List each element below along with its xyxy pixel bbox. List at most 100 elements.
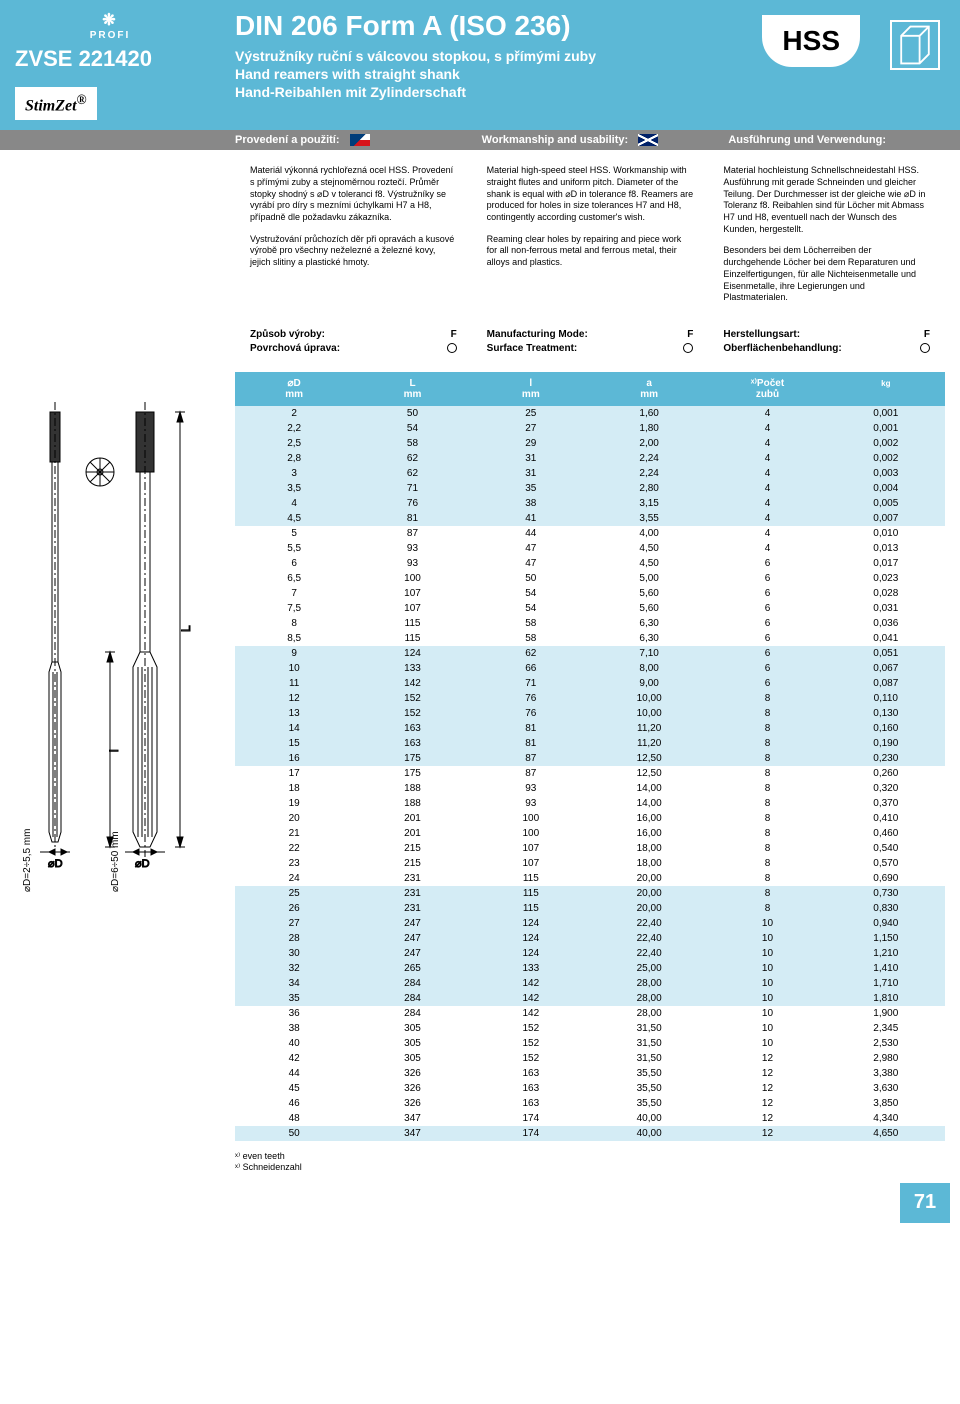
table-cell: 28,00 <box>590 991 708 1006</box>
table-cell: 124 <box>353 646 471 661</box>
table-cell: 142 <box>472 991 590 1006</box>
table-body: 250251,6040,0012,254271,8040,0012,558292… <box>235 406 945 1141</box>
table-cell: 0,460 <box>827 826 945 841</box>
table-cell: 305 <box>353 1051 471 1066</box>
page-header: PROFI ZVSE 221420 StimZet® DIN 206 Form … <box>0 0 960 130</box>
table-cell: 16,00 <box>590 811 708 826</box>
table-row: 3024712422,40101,210 <box>235 946 945 961</box>
table-cell: 5,00 <box>590 571 708 586</box>
table-cell: 6 <box>708 676 826 691</box>
table-cell: 10 <box>708 991 826 1006</box>
column-header: lmm <box>472 372 590 406</box>
table-cell: 58 <box>472 616 590 631</box>
table-cell: 0,041 <box>827 631 945 646</box>
mode-de: Herstellungsart:F Oberflächenbehandlung: <box>708 329 945 357</box>
table-cell: 25,00 <box>590 961 708 976</box>
table-cell: 6 <box>708 631 826 646</box>
table-cell: 265 <box>353 961 471 976</box>
description-de: Material hochleistung Schnellschneidesta… <box>708 165 945 314</box>
table-cell: 10 <box>708 1006 826 1021</box>
table-cell: 152 <box>353 706 471 721</box>
table-cell: 12,50 <box>590 751 708 766</box>
table-row: 4532616335,50123,630 <box>235 1081 945 1096</box>
table-cell: 1,410 <box>827 961 945 976</box>
table-row: 8,5115586,3060,041 <box>235 631 945 646</box>
table-cell: 284 <box>353 991 471 1006</box>
subtitle-en: Hand reamers with straight shank <box>235 65 945 83</box>
table-cell: 6,5 <box>235 571 353 586</box>
table-cell: 81 <box>472 721 590 736</box>
svg-text:⌀D: ⌀D <box>135 858 150 870</box>
table-cell: 0,160 <box>827 721 945 736</box>
table-cell: 0,036 <box>827 616 945 631</box>
table-cell: 6 <box>708 571 826 586</box>
profi-label: PROFI <box>15 10 205 41</box>
table-cell: 25 <box>235 886 353 901</box>
table-cell: 115 <box>472 901 590 916</box>
table-row: 2020110016,0080,410 <box>235 811 945 826</box>
table-cell: 45 <box>235 1081 353 1096</box>
tool-cross-section-icon <box>890 20 940 70</box>
table-cell: 4 <box>708 421 826 436</box>
table-cell: 188 <box>353 781 471 796</box>
table-cell: 8 <box>708 871 826 886</box>
table-cell: 6 <box>708 556 826 571</box>
table-cell: 81 <box>353 511 471 526</box>
table-cell: 35 <box>235 991 353 1006</box>
table-cell: 2,980 <box>827 1051 945 1066</box>
table-cell: 2,24 <box>590 451 708 466</box>
table-cell: 0,110 <box>827 691 945 706</box>
table-cell: 326 <box>353 1081 471 1096</box>
table-cell: 3,850 <box>827 1096 945 1111</box>
table-cell: 284 <box>353 976 471 991</box>
table-row: 2120110016,0080,460 <box>235 826 945 841</box>
table-cell: 54 <box>353 421 471 436</box>
table-cell: 347 <box>353 1111 471 1126</box>
table-row: 171758712,5080,260 <box>235 766 945 781</box>
table-cell: 22,40 <box>590 916 708 931</box>
column-header: ˣ⁾Početzubů <box>708 372 826 406</box>
description-section: Materiál výkonná rychlořezná ocel HSS. P… <box>0 150 960 329</box>
table-cell: 7,5 <box>235 601 353 616</box>
table-cell: 8 <box>708 691 826 706</box>
table-row: 4432616335,50123,380 <box>235 1066 945 1081</box>
table-row: 6,5100505,0060,023 <box>235 571 945 586</box>
table-cell: 42 <box>235 1051 353 1066</box>
table-cell: 71 <box>353 481 471 496</box>
table-cell: 188 <box>353 796 471 811</box>
table-row: 181889314,0080,320 <box>235 781 945 796</box>
table-cell: 22,40 <box>590 931 708 946</box>
table-cell: 27 <box>472 421 590 436</box>
diagram-range-1: ⌀D=2÷5,5 mm <box>22 828 33 891</box>
table-cell: 16,00 <box>590 826 708 841</box>
table-cell: 50 <box>472 571 590 586</box>
table-cell: 3,630 <box>827 1081 945 1096</box>
table-cell: 7 <box>235 586 353 601</box>
table-cell: 4 <box>708 451 826 466</box>
table-cell: 35 <box>472 481 590 496</box>
table-cell: 9 <box>235 646 353 661</box>
table-cell: 4,340 <box>827 1111 945 1126</box>
table-cell: 231 <box>353 901 471 916</box>
table-row: 2623111520,0080,830 <box>235 901 945 916</box>
modes-section: Způsob výroby:F Povrchová úprava: Manufa… <box>0 329 960 372</box>
table-cell: 10 <box>708 961 826 976</box>
table-row: 151638111,2080,190 <box>235 736 945 751</box>
table-cell: 4,50 <box>590 541 708 556</box>
table-cell: 8 <box>708 856 826 871</box>
header-left: PROFI ZVSE 221420 StimZet® <box>0 0 220 130</box>
table-row: 121527610,0080,110 <box>235 691 945 706</box>
table-cell: 201 <box>353 811 471 826</box>
table-cell: 231 <box>353 886 471 901</box>
table-cell: 0,540 <box>827 841 945 856</box>
table-cell: 66 <box>472 661 590 676</box>
table-cell: 215 <box>353 841 471 856</box>
table-cell: 87 <box>472 751 590 766</box>
table-cell: 6 <box>708 601 826 616</box>
table-cell: 93 <box>353 556 471 571</box>
table-row: 3226513325,00101,410 <box>235 961 945 976</box>
table-cell: 71 <box>472 676 590 691</box>
table-cell: 115 <box>472 886 590 901</box>
table-cell: 3 <box>235 466 353 481</box>
table-cell: 50 <box>353 406 471 421</box>
